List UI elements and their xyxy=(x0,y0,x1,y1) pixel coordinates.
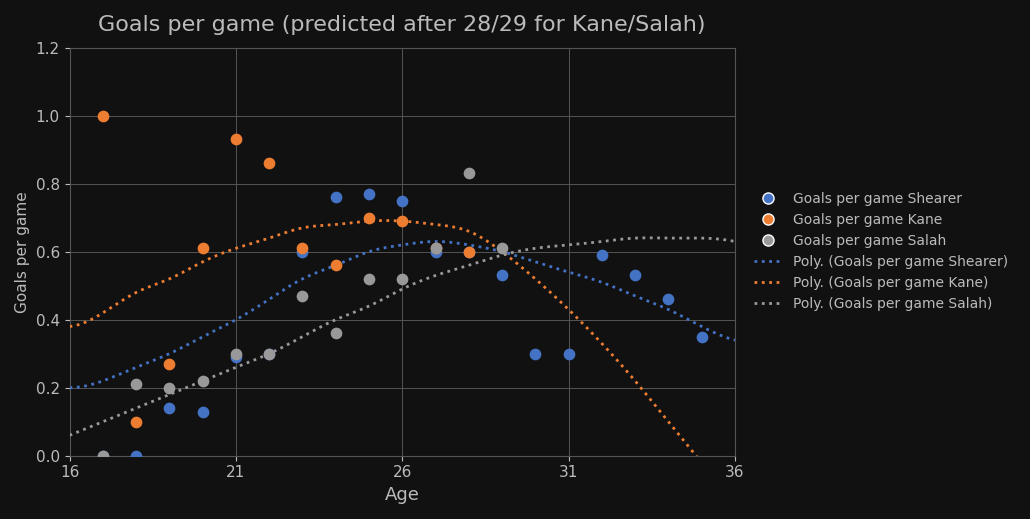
Point xyxy=(328,261,344,269)
Point xyxy=(593,251,610,260)
Point xyxy=(261,350,277,358)
Y-axis label: Goals per game: Goals per game xyxy=(15,191,30,312)
Legend: Goals per game Shearer, Goals per game Kane, Goals per game Salah, Poly. (Goals : Goals per game Shearer, Goals per game K… xyxy=(749,187,1014,317)
Point xyxy=(360,213,377,222)
Title: Goals per game (predicted after 28/29 for Kane/Salah): Goals per game (predicted after 28/29 fo… xyxy=(99,15,706,35)
Point xyxy=(195,244,211,252)
Point xyxy=(195,377,211,385)
Point xyxy=(228,135,244,144)
Point xyxy=(360,190,377,198)
Point xyxy=(394,197,411,205)
Point xyxy=(360,275,377,283)
Point xyxy=(161,404,177,412)
Point xyxy=(660,295,677,304)
Point xyxy=(427,244,444,252)
Point xyxy=(328,193,344,201)
Point xyxy=(261,350,277,358)
Point xyxy=(95,112,111,120)
X-axis label: Age: Age xyxy=(385,486,419,504)
Point xyxy=(693,333,710,341)
Point xyxy=(427,248,444,256)
Point xyxy=(295,244,311,252)
Point xyxy=(460,248,477,256)
Point xyxy=(394,217,411,225)
Point xyxy=(128,452,144,460)
Point xyxy=(493,244,510,252)
Point xyxy=(95,452,111,460)
Point xyxy=(460,248,477,256)
Point xyxy=(95,452,111,460)
Point xyxy=(328,329,344,337)
Point xyxy=(427,244,444,252)
Point xyxy=(161,384,177,392)
Point xyxy=(261,159,277,168)
Point xyxy=(228,353,244,361)
Point xyxy=(394,275,411,283)
Point xyxy=(195,407,211,416)
Point xyxy=(161,360,177,368)
Point xyxy=(527,350,544,358)
Point xyxy=(228,350,244,358)
Point xyxy=(128,418,144,426)
Point xyxy=(295,248,311,256)
Point xyxy=(560,350,577,358)
Point xyxy=(128,380,144,388)
Point xyxy=(295,292,311,300)
Point xyxy=(493,271,510,280)
Point xyxy=(460,169,477,177)
Point xyxy=(627,271,644,280)
